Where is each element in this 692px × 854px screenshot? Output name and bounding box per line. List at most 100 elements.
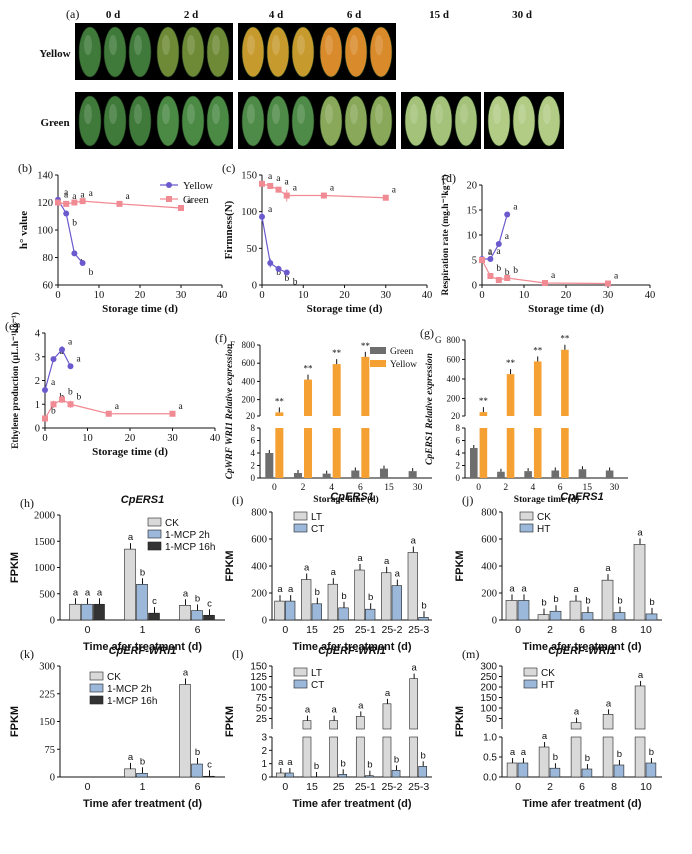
y-tick-label: 400 bbox=[242, 376, 256, 386]
bar-lt-upper bbox=[409, 678, 418, 730]
significance-letter: b bbox=[341, 758, 346, 769]
x-tick-label: 20 bbox=[561, 290, 572, 301]
bar-lt bbox=[327, 583, 338, 621]
legend-swatch bbox=[89, 695, 104, 705]
papaya-fruit bbox=[78, 95, 102, 147]
data-point-green bbox=[382, 194, 389, 201]
row-label-green: Green bbox=[40, 117, 69, 129]
day-label: 15 d bbox=[429, 9, 449, 21]
bar-ck bbox=[633, 544, 646, 621]
legend-swatch bbox=[147, 529, 162, 539]
x-tick-label: 15 bbox=[583, 483, 593, 493]
significance-letter: a bbox=[268, 205, 273, 215]
significance-letter: a bbox=[128, 752, 134, 763]
significance-letter: b bbox=[368, 592, 373, 603]
bar-1-mcp-2h bbox=[136, 772, 148, 778]
y-tick-label: 200 bbox=[251, 589, 267, 600]
legend-label: CK bbox=[537, 512, 551, 523]
significance-letter: b bbox=[89, 268, 94, 278]
y-axis-title: Respiration rate (mg.h⁻¹kg⁻¹) bbox=[440, 174, 451, 295]
x-tick-label: 40 bbox=[210, 433, 221, 444]
significance-letter: a bbox=[293, 184, 298, 194]
data-point-yellow bbox=[63, 210, 70, 217]
bar-ct bbox=[418, 766, 428, 778]
bar-ht bbox=[549, 610, 562, 621]
y-tick-label: 600 bbox=[447, 354, 461, 364]
bar-yellow-upper bbox=[506, 374, 515, 416]
papaya-fruit bbox=[181, 26, 205, 78]
significance-letter: b bbox=[341, 591, 346, 602]
data-point-green bbox=[283, 192, 290, 199]
bar-1-mcp-2h bbox=[136, 583, 148, 621]
legend-marker bbox=[166, 196, 172, 202]
x-tick-label: 0 bbox=[85, 781, 91, 793]
papaya-fruit bbox=[103, 95, 127, 147]
data-point-green bbox=[169, 410, 176, 417]
x-tick-label: 40 bbox=[217, 290, 228, 301]
bar-green bbox=[293, 473, 302, 478]
panel-label-m: (m) bbox=[462, 647, 479, 661]
x-axis-title: Time afer treatment (d) bbox=[293, 641, 412, 653]
x-tick-label: 10 bbox=[82, 433, 93, 444]
bar-green bbox=[265, 453, 274, 478]
significance-letter: b bbox=[541, 598, 546, 609]
x-axis-title: Time afer treatment (d) bbox=[83, 641, 202, 653]
significance-letter: c bbox=[207, 598, 212, 609]
significance-letter: a bbox=[614, 272, 619, 282]
significance-letter: a bbox=[77, 354, 82, 364]
legend-label: CK bbox=[165, 518, 179, 529]
significance-letter: b bbox=[421, 600, 426, 611]
fruit-highlight bbox=[375, 104, 383, 124]
significance-letter: a bbox=[510, 747, 516, 758]
y-tick-label: 150 bbox=[39, 717, 55, 728]
bar-ck bbox=[538, 746, 550, 778]
significance-letter: a bbox=[505, 232, 510, 242]
y-tick-label: 2 bbox=[35, 376, 40, 387]
significance-letter: b bbox=[140, 567, 145, 578]
x-tick-label: 6 bbox=[579, 624, 585, 636]
series-line-yellow bbox=[261, 216, 287, 274]
y-tick-label: 0 bbox=[262, 616, 267, 627]
data-point-green bbox=[105, 410, 112, 417]
bar-1-mcp-16h bbox=[203, 775, 215, 778]
y-tick-label: 8 bbox=[456, 423, 461, 433]
panel-label-e: (e) bbox=[5, 319, 18, 333]
bar-yellow-upper bbox=[275, 412, 284, 416]
data-point-green bbox=[275, 186, 282, 193]
x-tick-label: 6 bbox=[558, 483, 563, 493]
fruit-highlight bbox=[109, 104, 117, 124]
x-tick-label: 30 bbox=[176, 290, 187, 301]
significance-letter: a bbox=[304, 563, 310, 574]
papaya-fruit bbox=[429, 95, 453, 147]
bar-ht bbox=[581, 768, 593, 778]
fruit-highlight bbox=[297, 35, 305, 55]
bar-green bbox=[322, 473, 331, 478]
x-tick-label: 10 bbox=[640, 624, 652, 636]
fruit-highlight bbox=[493, 104, 501, 124]
x-tick-label: 10 bbox=[519, 290, 530, 301]
x-axis-title: Time afer treatment (d) bbox=[523, 641, 642, 653]
x-tick-label: 2 bbox=[301, 483, 306, 493]
x-tick-label: 0 bbox=[479, 290, 484, 301]
papaya-fruit bbox=[103, 26, 127, 78]
y-tick-label: 800 bbox=[251, 508, 267, 519]
fruit-highlight bbox=[350, 35, 358, 55]
x-axis-title: Storage time (d) bbox=[307, 303, 383, 315]
y-tick-label: 0 bbox=[35, 424, 40, 435]
x-tick-label: 20 bbox=[125, 433, 136, 444]
x-tick-label: 0 bbox=[282, 624, 288, 636]
fruit-highlight bbox=[410, 104, 418, 124]
y-tick-label: 0 bbox=[251, 473, 256, 483]
significance-letter: a bbox=[285, 178, 290, 188]
papaya-fruit bbox=[181, 95, 205, 147]
bar-1-mcp-16h bbox=[203, 614, 215, 621]
significance-letter: b bbox=[421, 750, 426, 761]
bar-ck bbox=[569, 600, 582, 621]
bar-ck bbox=[506, 762, 518, 778]
y-tick-label: 1 bbox=[35, 400, 40, 411]
bar-green bbox=[524, 471, 532, 478]
bar-lt bbox=[381, 572, 392, 621]
y-tick-label: 150 bbox=[480, 693, 497, 704]
bar-yellow-lower bbox=[304, 428, 313, 478]
papaya-fruit bbox=[206, 95, 230, 147]
